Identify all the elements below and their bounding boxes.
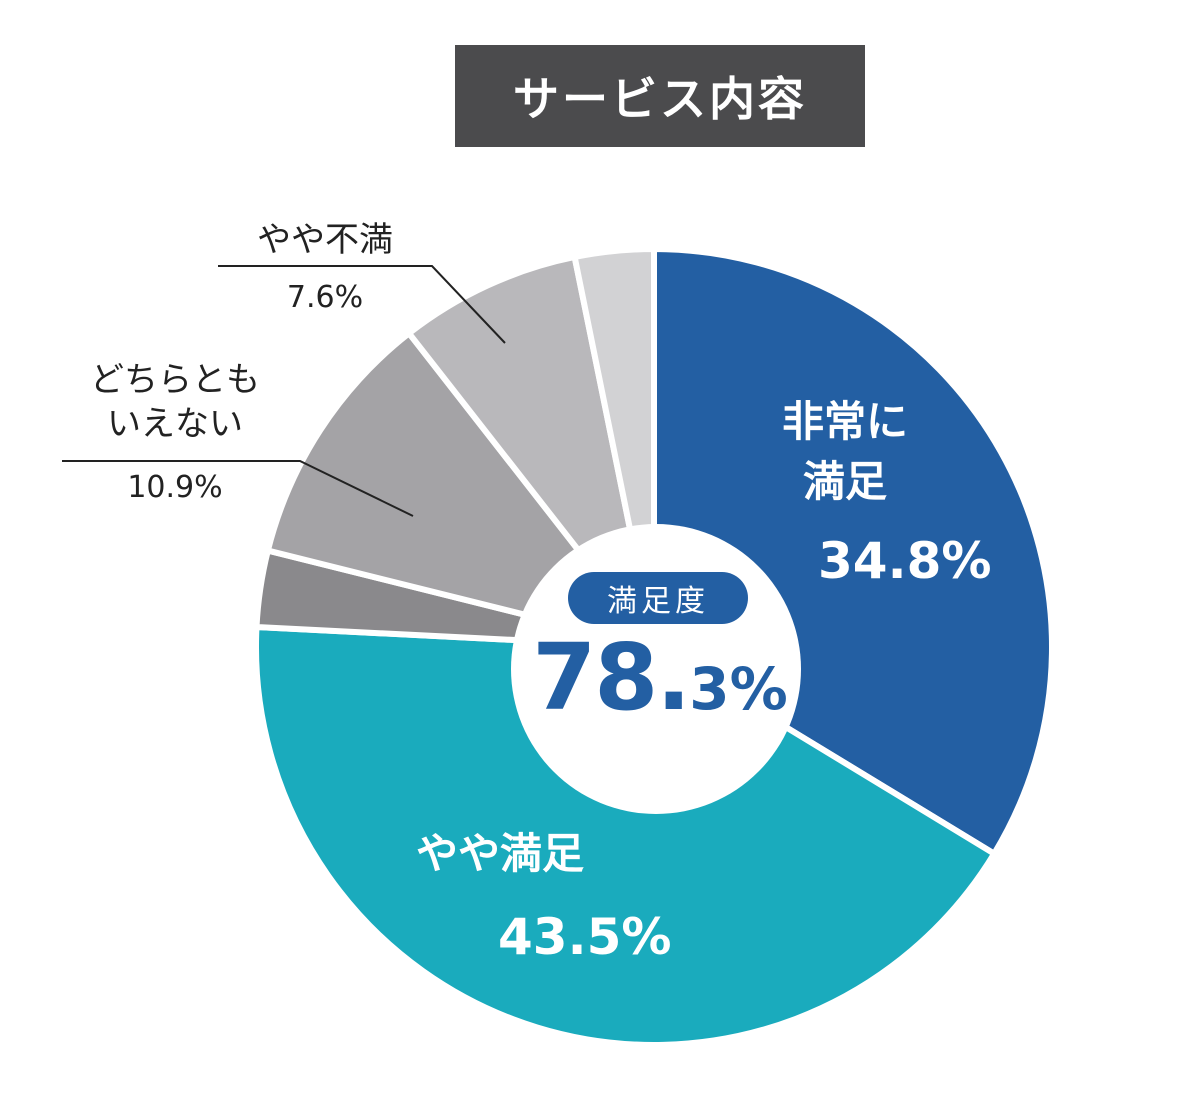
label-hijouni-manzoku: 非常に 満足 <box>745 392 945 512</box>
label-yaya-fuman-name: やや不満 <box>257 220 393 260</box>
label-hijouni-line2: 満足 <box>802 457 887 506</box>
label-yaya-fuman-value: 7.6% <box>286 280 364 315</box>
leader-lines <box>62 265 506 517</box>
label-dochiramo-line2: いえない <box>107 404 243 444</box>
satisfaction-pill: 満足度 <box>568 572 748 624</box>
leader-yaya-fuman <box>218 265 506 344</box>
label-dochiramo: どちらとも いえない 10.9% <box>60 358 290 505</box>
label-dochiramo-value: 10.9% <box>127 470 223 505</box>
label-yaya-fuman: やや不満 7.6% <box>230 218 420 315</box>
satisfaction-value-main: 78. <box>532 624 691 731</box>
label-hijouni-line1: 非常に <box>781 397 908 446</box>
chart-title: サービス内容 <box>513 72 807 126</box>
satisfaction-value-tail: 3% <box>689 655 788 723</box>
value-yaya-manzoku: 43.5% <box>498 908 672 966</box>
satisfaction-value: 78.3% <box>520 632 800 724</box>
satisfaction-pill-label: 満足度 <box>607 584 709 619</box>
label-yaya-manzoku: やや満足 <box>415 829 584 878</box>
label-dochiramo-line1: どちらとも <box>90 360 260 400</box>
chart-title-box: サービス内容 <box>455 45 865 147</box>
leader-dochiramo <box>62 460 414 517</box>
value-hijouni-manzoku: 34.8% <box>818 532 992 590</box>
slice-yaya-manzoku <box>253 624 998 1048</box>
